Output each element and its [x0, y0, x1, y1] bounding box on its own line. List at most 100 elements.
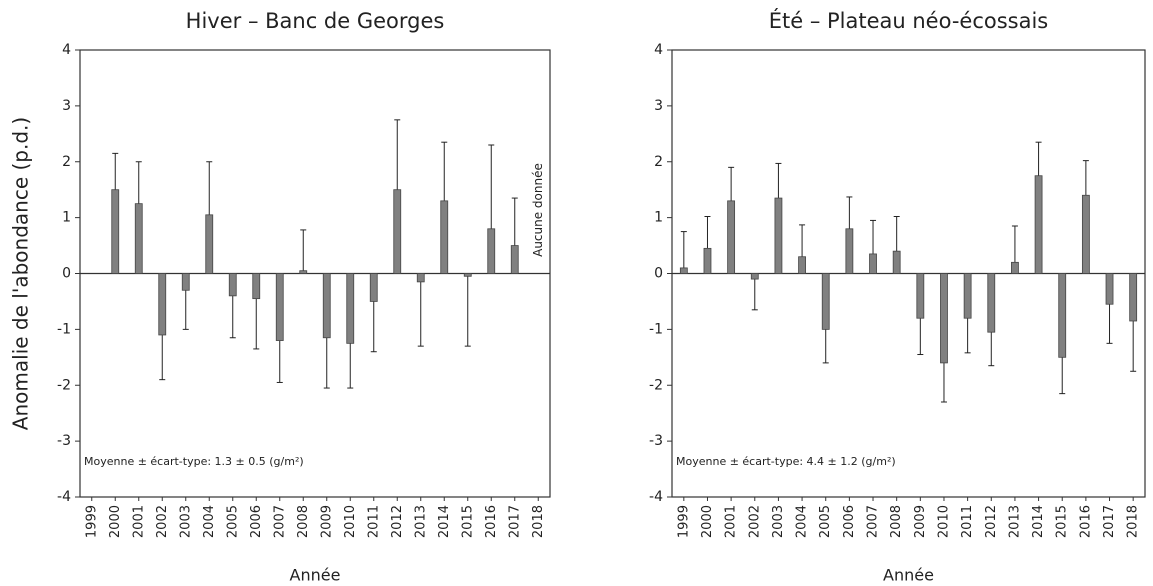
x-tick-label: 2006	[249, 505, 264, 538]
x-tick-label: 1999	[676, 505, 691, 538]
x-tick-label: 2000	[700, 505, 715, 538]
bar	[1058, 273, 1067, 358]
x-tick-label: 2018	[531, 505, 546, 538]
bar	[987, 273, 996, 333]
x-tick-label: 2008	[889, 505, 904, 538]
x-tick-label: 2001	[724, 505, 739, 538]
y-tick-label: 2	[654, 154, 663, 170]
y-axis-label: Anomalie de l'abondance (p.d.)	[9, 117, 33, 430]
bar	[869, 253, 877, 274]
x-tick-label: 2009	[319, 505, 334, 538]
note: Moyenne ± écart-type: 4.4 ± 1.2 (g/m²)	[676, 455, 896, 468]
bar	[750, 273, 759, 280]
bar	[369, 273, 378, 302]
x-tick-label: 2002	[747, 505, 762, 538]
y-tick-label: -1	[57, 321, 71, 337]
y-tick-label: -3	[57, 433, 71, 449]
y-tick-label: 2	[62, 154, 71, 170]
x-tick-label: 2005	[818, 505, 833, 538]
x-tick-label: 2004	[202, 505, 217, 538]
bar	[134, 203, 143, 274]
x-tick-label: 2011	[960, 505, 975, 538]
x-axis-label: Année	[290, 566, 341, 585]
x-tick-label: 2001	[131, 505, 146, 538]
chart-panel: Été – Plateau néo-écossais -4 -3 -2 -1 0 1 2 3 4 1…	[649, 8, 1146, 585]
x-tick-label: 2016	[484, 505, 499, 538]
bar	[774, 197, 783, 274]
x-tick-label: 2003	[178, 505, 193, 538]
x-tick-label: 2017	[507, 505, 522, 538]
x-tick-label: 2007	[272, 505, 287, 538]
y-tick-label: 0	[654, 266, 663, 282]
x-tick-label: 2014	[437, 505, 452, 538]
y-tick-label: -2	[57, 377, 71, 393]
bar	[892, 250, 901, 274]
bar	[679, 267, 688, 274]
y-tick-label: -4	[57, 489, 71, 505]
x-tick-label: 2006	[842, 505, 857, 538]
bar	[275, 273, 284, 341]
x-tick-label: 2012	[984, 505, 999, 538]
x-tick-label: 2017	[1102, 505, 1117, 538]
bar	[940, 273, 948, 364]
x-tick-label: 2009	[913, 505, 928, 538]
bar	[1081, 194, 1090, 274]
bar	[487, 228, 496, 274]
x-tick-label: 2014	[1031, 505, 1046, 538]
y-tick-label: -4	[649, 489, 663, 505]
x-tick-label: 2008	[296, 505, 311, 538]
x-tick-label: 2018	[1126, 505, 1141, 538]
bar	[510, 245, 519, 274]
y-tick-label: 3	[654, 98, 663, 114]
bar	[205, 214, 214, 274]
x-tick-label: 2010	[343, 505, 358, 538]
x-tick-label: 2013	[413, 505, 428, 538]
bar	[322, 273, 331, 339]
bar	[1011, 261, 1019, 274]
chart-title: Hiver – Banc de Georges	[186, 9, 445, 33]
x-tick-label: 2005	[225, 505, 240, 538]
bar	[727, 200, 736, 274]
bar	[845, 228, 854, 274]
x-tick-label: 2004	[795, 505, 810, 538]
bar	[916, 273, 925, 319]
x-tick-label: 2003	[771, 505, 786, 538]
y-tick-label: 4	[654, 42, 663, 58]
x-tick-label: 2010	[936, 505, 951, 538]
x-tick-label: 2016	[1078, 505, 1093, 538]
chart-title: Été – Plateau néo-écossais	[769, 8, 1049, 33]
annotation: Aucune donnée	[531, 163, 545, 257]
bar	[1105, 273, 1114, 305]
y-tick-label: 1	[62, 210, 71, 226]
bar	[416, 273, 425, 283]
y-tick-label: -1	[649, 321, 663, 337]
y-tick-label: 3	[62, 98, 71, 114]
bar	[1129, 273, 1138, 322]
y-tick-label: 4	[62, 42, 71, 58]
y-tick-label: 1	[654, 210, 663, 226]
note: Moyenne ± écart-type: 1.3 ± 0.5 (g/m²)	[84, 455, 304, 468]
bar	[393, 189, 402, 274]
bar	[228, 273, 237, 297]
x-tick-label: 2000	[108, 505, 123, 538]
bar	[252, 273, 261, 300]
bar	[111, 189, 120, 274]
x-tick-label: 2002	[155, 505, 170, 538]
y-tick-label: -3	[649, 433, 663, 449]
bar	[463, 273, 472, 277]
x-axis-label: Année	[883, 566, 934, 585]
bar	[158, 273, 167, 336]
bar	[440, 200, 449, 274]
x-tick-label: 2015	[1055, 505, 1070, 538]
x-tick-label: 1999	[84, 505, 99, 538]
y-tick-label: 0	[62, 266, 71, 282]
x-tick-label: 2007	[866, 505, 881, 538]
bar	[181, 273, 190, 291]
bar	[821, 273, 830, 330]
x-tick-label: 2011	[366, 505, 381, 538]
x-tick-label: 2013	[1007, 505, 1022, 538]
bar	[346, 273, 355, 344]
chart-panel: Hiver – Banc de Georges -4 -3 -2 -1 0 1 2 3 4 1999…	[9, 9, 551, 585]
x-tick-label: 2015	[460, 505, 475, 538]
